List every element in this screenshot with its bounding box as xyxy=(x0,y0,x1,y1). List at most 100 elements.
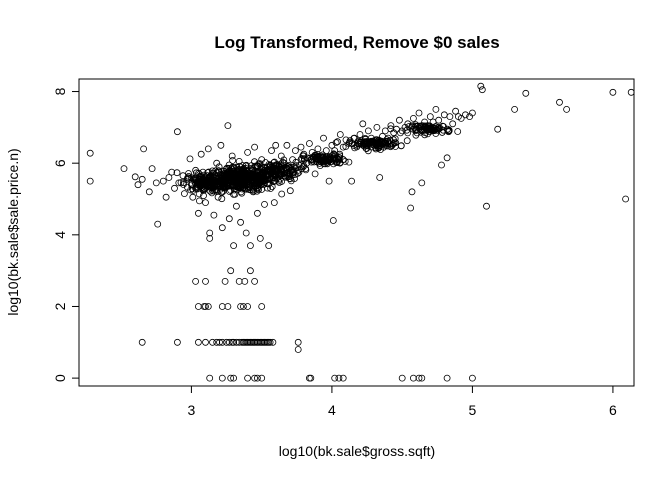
cluster-point xyxy=(363,142,371,150)
cluster-point xyxy=(454,128,462,135)
cluster-point xyxy=(444,127,452,135)
data-point xyxy=(483,202,490,210)
y-tick-label: 2 xyxy=(52,302,68,310)
data-point xyxy=(511,106,518,113)
data-point xyxy=(194,209,202,217)
data-point xyxy=(307,374,315,382)
cluster-point xyxy=(285,161,293,169)
data-point xyxy=(206,234,214,242)
cluster-point xyxy=(323,158,331,166)
data-point xyxy=(432,106,440,113)
data-point xyxy=(322,147,330,155)
data-point xyxy=(218,374,226,382)
data-point xyxy=(159,177,167,185)
cluster-point xyxy=(192,175,200,183)
data-point xyxy=(356,131,364,138)
data-point xyxy=(202,338,209,346)
data-point xyxy=(210,211,218,219)
cluster-point xyxy=(310,158,318,166)
data-point xyxy=(239,303,247,310)
cluster-point xyxy=(235,175,243,183)
data-point xyxy=(244,303,252,310)
data-point xyxy=(339,374,347,382)
cluster-point xyxy=(286,187,294,195)
cluster-point xyxy=(196,175,203,183)
cluster-point xyxy=(187,186,195,194)
data-point xyxy=(268,147,275,155)
data-point xyxy=(387,122,395,129)
data-point xyxy=(221,174,229,181)
data-point xyxy=(206,229,214,237)
cluster-point xyxy=(264,184,272,192)
data-point xyxy=(258,156,266,164)
data-point xyxy=(224,303,232,310)
cluster-point xyxy=(249,165,257,173)
data-point xyxy=(140,145,148,153)
cluster-point xyxy=(415,124,423,132)
data-point xyxy=(165,174,173,181)
data-point xyxy=(145,188,153,196)
data-point xyxy=(86,177,94,185)
cluster-point xyxy=(240,172,248,180)
cluster-point xyxy=(240,168,248,176)
data-point xyxy=(381,127,389,135)
y-axis-label: log10(bk.sale$sale.price.n) xyxy=(5,148,21,315)
data-point xyxy=(134,181,142,189)
data-point xyxy=(266,338,274,346)
y-tick-label: 4 xyxy=(52,231,68,239)
cluster-point xyxy=(345,158,353,166)
data-point xyxy=(221,277,229,285)
data-point xyxy=(253,209,261,217)
x-tick-label: 4 xyxy=(328,402,336,418)
data-point xyxy=(246,242,254,250)
data-point xyxy=(197,150,205,158)
data-point xyxy=(251,143,259,151)
data-point xyxy=(224,122,232,129)
cluster-point xyxy=(253,181,261,189)
data-point xyxy=(424,124,431,131)
cluster-point xyxy=(239,162,247,169)
cluster-point xyxy=(403,137,411,145)
data-point xyxy=(398,374,406,382)
cluster-point xyxy=(215,163,223,171)
cluster-point xyxy=(207,178,215,186)
cluster-point xyxy=(205,175,213,183)
data-point xyxy=(370,140,378,147)
data-point xyxy=(269,338,277,346)
cluster-point xyxy=(195,180,203,188)
cluster-point xyxy=(214,175,222,183)
data-point xyxy=(395,116,403,124)
cluster-point xyxy=(185,174,193,182)
cluster-point xyxy=(299,152,307,160)
cluster-point xyxy=(440,123,447,130)
data-point xyxy=(244,148,252,156)
cluster-point xyxy=(241,178,249,186)
data-point xyxy=(202,199,209,207)
x-tick-label: 5 xyxy=(469,402,477,418)
cluster-point xyxy=(218,180,226,188)
cluster-point xyxy=(218,195,226,203)
cluster-point xyxy=(339,156,347,164)
data-point xyxy=(348,177,356,185)
data-point xyxy=(187,181,195,189)
data-point xyxy=(294,166,302,174)
data-point xyxy=(194,303,202,310)
cluster-point xyxy=(439,126,447,134)
data-point xyxy=(235,277,243,285)
data-point xyxy=(173,128,181,136)
data-point xyxy=(317,152,325,160)
data-point xyxy=(272,141,280,149)
cluster-point xyxy=(294,169,302,177)
data-point xyxy=(228,152,236,160)
data-point xyxy=(294,346,302,353)
cluster-point xyxy=(256,173,264,181)
data-point xyxy=(320,134,327,142)
cluster-point xyxy=(261,168,269,176)
cluster-point xyxy=(229,157,237,164)
data-point xyxy=(237,218,245,226)
data-point xyxy=(235,157,243,165)
data-point xyxy=(227,374,235,382)
data-point xyxy=(256,234,264,242)
data-point xyxy=(435,116,443,124)
cluster-point xyxy=(249,186,257,194)
